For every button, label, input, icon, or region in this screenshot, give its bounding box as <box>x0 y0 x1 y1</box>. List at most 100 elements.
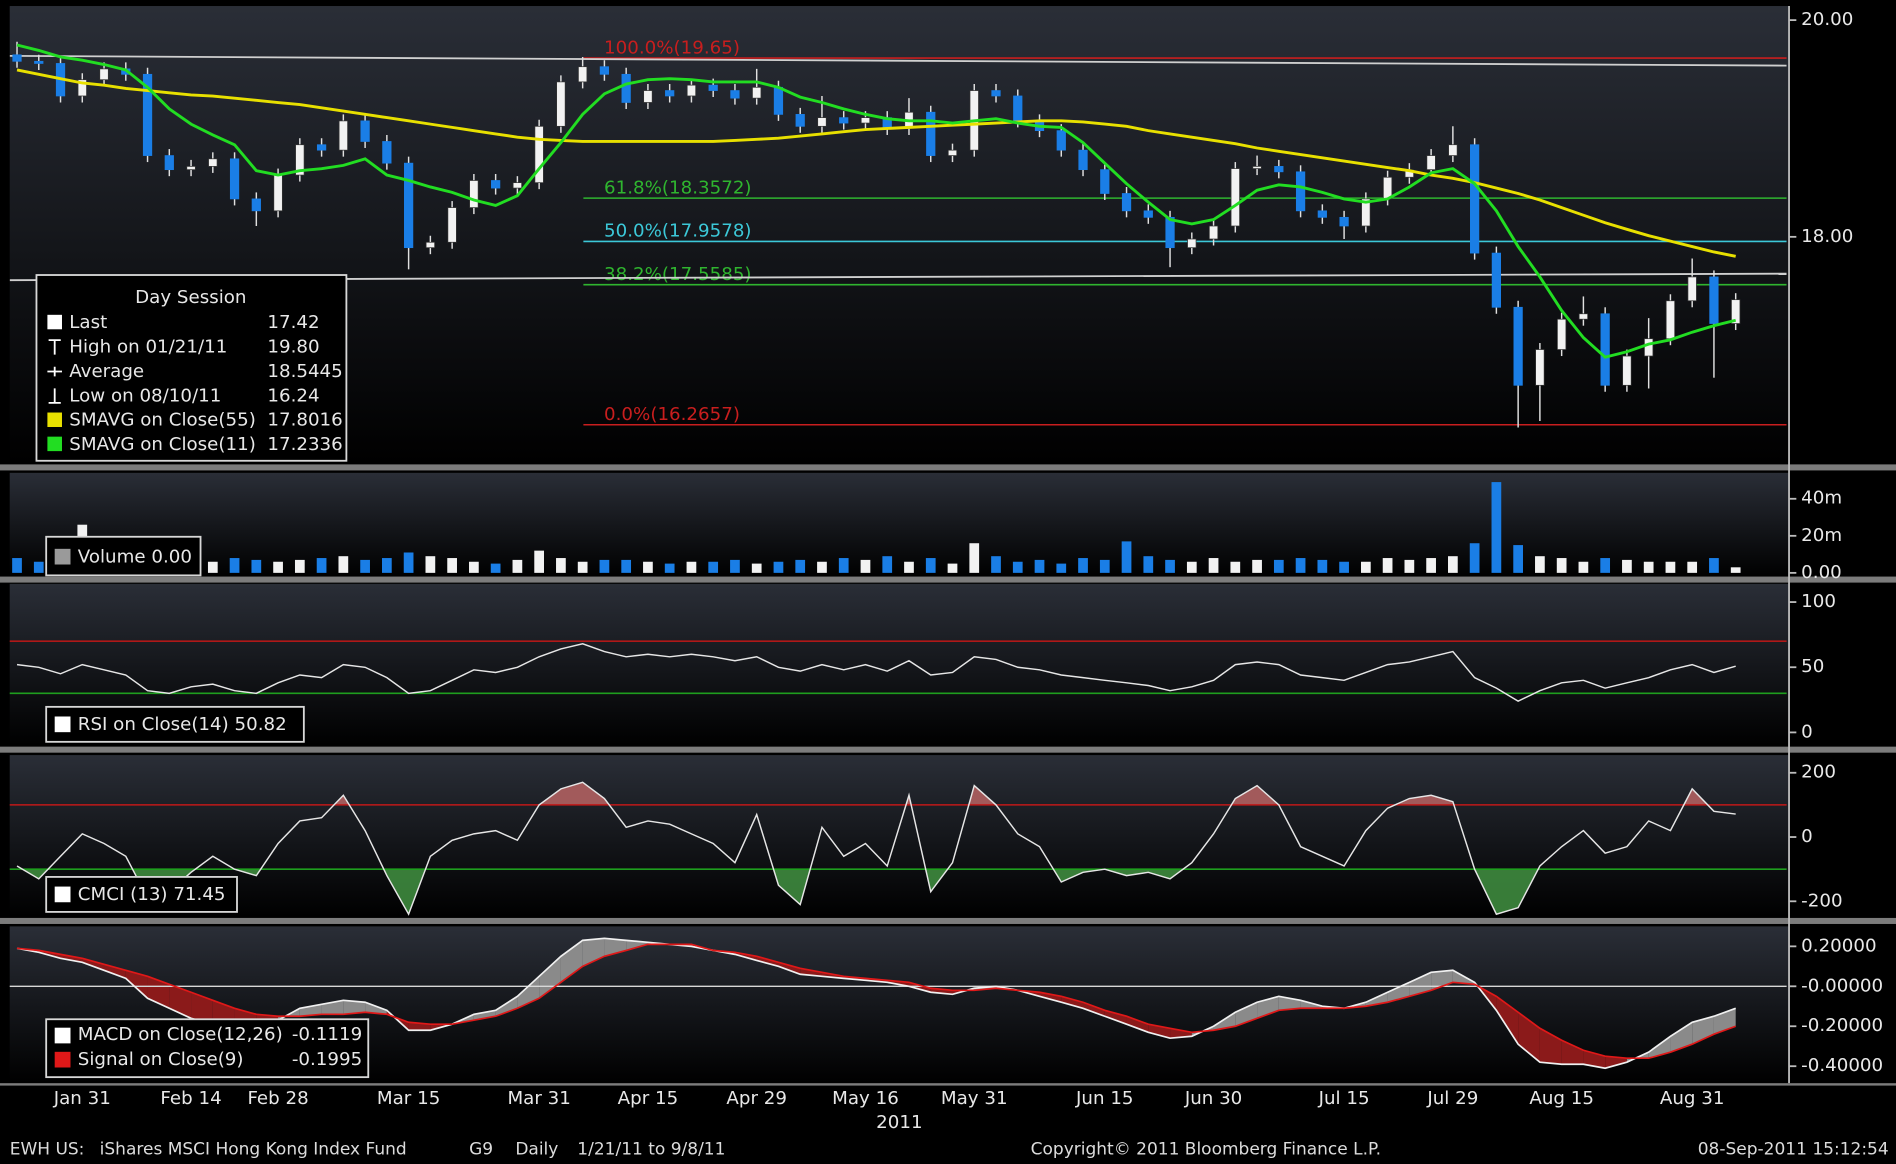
legend-label: Volume 0.00 <box>78 546 192 567</box>
legend-name: High on 01/21/11 <box>69 337 227 358</box>
candle-body <box>1622 355 1632 386</box>
legend-icon <box>48 388 61 404</box>
footer-copyright: Copyright© 2011 Bloomberg Finance L.P. <box>1031 1139 1381 1159</box>
candle-body <box>1448 144 1458 156</box>
volume-bar <box>1448 556 1458 573</box>
candle-body <box>1274 166 1284 173</box>
volume-bar <box>991 556 1001 573</box>
volume-bar <box>1404 559 1415 573</box>
candle-body <box>1600 313 1610 386</box>
y-tick-label: -0.40000 <box>1801 1055 1883 1076</box>
volume-bar <box>730 559 740 573</box>
volume-bar <box>469 561 479 573</box>
candle-body <box>795 114 805 127</box>
legend-title: Day Session <box>135 287 246 308</box>
volume-bar <box>751 563 762 573</box>
macd-fill <box>82 958 105 971</box>
y-tick-label: 0.00 <box>1801 562 1842 583</box>
candle-body <box>1230 168 1240 227</box>
volume-bar <box>1078 558 1088 573</box>
legend-icon <box>47 366 62 377</box>
candle-body <box>186 166 196 171</box>
candle-body <box>1295 171 1306 212</box>
candle-body <box>1187 238 1197 249</box>
volume-bar <box>1230 561 1241 573</box>
macd-fill <box>1605 1056 1627 1069</box>
separator <box>0 1083 1896 1086</box>
footer-code: G9 <box>469 1139 493 1159</box>
candle-body <box>447 207 457 243</box>
legend-box <box>45 705 305 743</box>
legend-name: MACD on Close(12,26) <box>78 1024 283 1045</box>
legend-icon <box>54 1027 71 1044</box>
volume-bar <box>1295 558 1306 573</box>
volume-bar <box>1469 543 1480 573</box>
macd-fill <box>1126 1016 1149 1033</box>
candle-body <box>1121 193 1132 212</box>
legend-name: Volume <box>78 546 146 567</box>
candle-body <box>773 86 784 115</box>
legend-name: Low on 08/10/11 <box>69 385 221 406</box>
candle-body <box>578 66 588 83</box>
volume-bar <box>316 558 327 573</box>
x-tick-label: Jan 31 <box>53 1088 111 1109</box>
volume-bar <box>708 561 719 573</box>
macd-line <box>16 937 1736 1070</box>
candle-body <box>1252 166 1262 169</box>
x-tick-label: Aug 15 <box>1529 1088 1594 1109</box>
candle-body <box>730 90 740 99</box>
x-tick-label: May 16 <box>832 1088 899 1109</box>
volume-bar <box>33 561 44 573</box>
candle-body <box>1143 210 1153 218</box>
legend-box <box>35 274 348 462</box>
volume-bar <box>1382 558 1393 573</box>
x-tick-label: Feb 28 <box>247 1088 308 1109</box>
legend-icon <box>47 436 62 452</box>
volume-bar <box>381 558 392 573</box>
candle-body <box>1578 313 1589 320</box>
volume-bar <box>360 559 370 573</box>
volume-bar <box>1578 561 1589 573</box>
volume-bar <box>1339 561 1349 573</box>
volume-bar <box>447 558 457 573</box>
legend-icon <box>47 314 62 330</box>
legend-name: SMAVG on Close(55) <box>69 410 256 431</box>
volume-bar <box>664 563 675 573</box>
legend-name: Last <box>69 312 107 333</box>
candle-body <box>1100 169 1110 194</box>
macd-fill <box>626 940 648 951</box>
candle-body <box>991 90 1001 97</box>
candle-body <box>1208 225 1219 240</box>
macd-fill <box>582 938 605 967</box>
separator <box>0 917 1896 924</box>
footer-name: iShares MSCI Hong Kong Index Fund <box>100 1139 407 1159</box>
candle-body <box>860 117 871 124</box>
legend-icon <box>54 548 71 565</box>
macd-fill <box>365 1002 387 1015</box>
x-tick-label: Apr 15 <box>618 1088 679 1109</box>
macd-fill <box>495 996 518 1017</box>
cmci-line <box>16 781 1736 916</box>
volume-bar <box>686 561 697 573</box>
macd-fill <box>930 988 953 995</box>
candle-body <box>229 158 240 200</box>
volume-bar <box>1317 559 1328 573</box>
price-legend: Day Session Last 17.42 High on 01/21/11 19.… <box>35 274 348 462</box>
legend-value: 19.80 <box>267 337 319 358</box>
macd-fill <box>1257 996 1279 1019</box>
candle-body <box>1557 318 1567 350</box>
macd-fill <box>1692 1016 1714 1045</box>
volume-bar <box>1056 563 1067 573</box>
volume-bar <box>1426 558 1436 573</box>
legend-value: 71.45 <box>173 884 225 905</box>
macd-fill <box>1061 996 1084 1009</box>
candle-body <box>1361 198 1371 227</box>
candle-body <box>1513 306 1523 386</box>
candle-body <box>643 90 653 103</box>
candle-body <box>512 182 523 189</box>
x-tick-label: Aug 31 <box>1660 1088 1725 1109</box>
candle-body <box>316 144 327 151</box>
candle-body <box>491 180 501 189</box>
candle-body <box>99 68 109 81</box>
